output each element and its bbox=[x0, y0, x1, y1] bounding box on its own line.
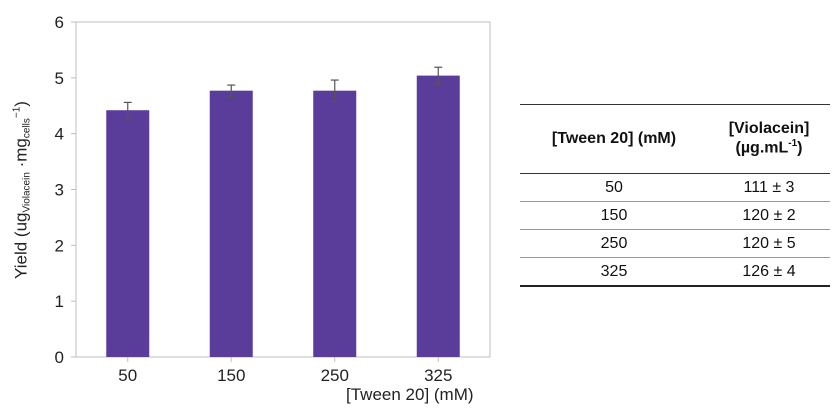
results-table: [Tween 20] (mM) [Violacein] (µg.mL-1) 50 … bbox=[520, 104, 830, 287]
y-tick-label: 0 bbox=[55, 348, 64, 367]
bar bbox=[209, 90, 253, 358]
cell-violacein: 111 ± 3 bbox=[708, 173, 830, 202]
cell-violacein: 120 ± 2 bbox=[708, 201, 830, 230]
header-violacein: [Violacein] (µg.mL-1) bbox=[708, 104, 830, 174]
x-tick-label: 150 bbox=[217, 366, 245, 385]
cell-violacein: 120 ± 5 bbox=[708, 229, 830, 258]
table-row: 250 120 ± 5 bbox=[520, 229, 830, 258]
x-axis-label: [Tween 20] (mM) bbox=[346, 385, 474, 404]
y-tick-label: 5 bbox=[55, 69, 64, 88]
y-tick-label: 6 bbox=[55, 13, 64, 32]
table-row: 150 120 ± 2 bbox=[520, 201, 830, 230]
y-tick-label: 2 bbox=[55, 236, 64, 255]
bar bbox=[313, 90, 357, 358]
bar-chart: 0 1 2 3 4 5 6 50 150 250 325 bbox=[55, 13, 491, 385]
y-tick-label: 3 bbox=[55, 181, 64, 200]
y-tick-label: 1 bbox=[55, 292, 64, 311]
cell-tween: 150 bbox=[520, 201, 708, 230]
table-header-row: [Tween 20] (mM) [Violacein] (µg.mL-1) bbox=[520, 104, 830, 174]
cell-tween: 325 bbox=[520, 257, 708, 287]
cell-tween: 50 bbox=[520, 173, 708, 202]
table-row: 325 126 ± 4 bbox=[520, 257, 830, 287]
bar bbox=[106, 110, 150, 357]
cell-violacein: 126 ± 4 bbox=[708, 257, 830, 287]
x-tick-label: 50 bbox=[118, 366, 137, 385]
y-tick-label: 4 bbox=[55, 125, 64, 144]
bar bbox=[416, 75, 460, 357]
x-tick-label: 250 bbox=[321, 366, 349, 385]
x-tick-label: 325 bbox=[424, 366, 452, 385]
table-row: 50 111 ± 3 bbox=[520, 173, 830, 202]
cell-tween: 250 bbox=[520, 229, 708, 258]
header-tween: [Tween 20] (mM) bbox=[520, 104, 708, 174]
y-axis-label: Yield (ugViolacein ·mgcells−1) bbox=[11, 101, 33, 279]
